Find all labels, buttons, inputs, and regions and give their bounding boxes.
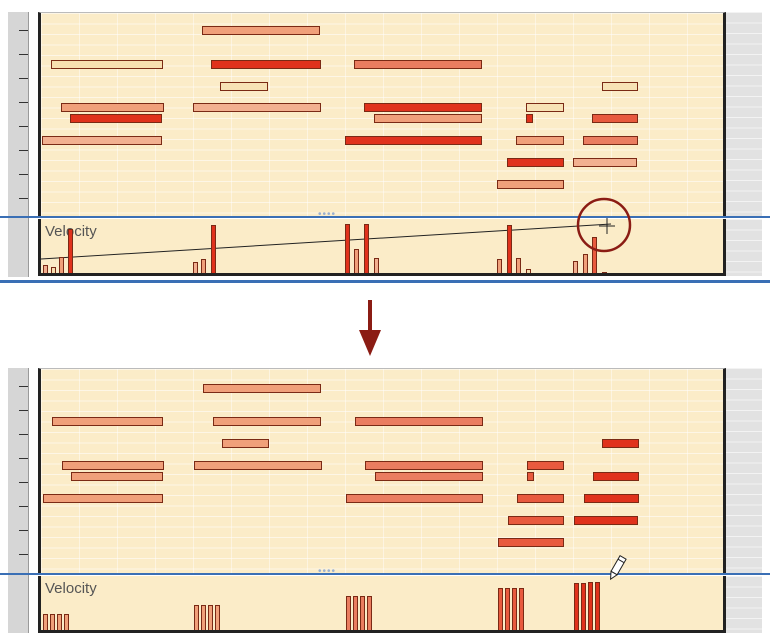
midi-note[interactable] bbox=[52, 417, 163, 426]
midi-note[interactable] bbox=[526, 114, 533, 123]
midi-note[interactable] bbox=[498, 538, 564, 547]
midi-note[interactable] bbox=[516, 136, 564, 145]
lane-ruler bbox=[8, 576, 29, 633]
velocity-bar[interactable] bbox=[354, 249, 359, 276]
velocity-bar[interactable] bbox=[208, 605, 213, 633]
midi-note[interactable] bbox=[213, 417, 321, 426]
velocity-bar[interactable] bbox=[505, 588, 510, 633]
velocity-bar[interactable] bbox=[68, 229, 73, 276]
velocity-bar[interactable] bbox=[512, 588, 517, 633]
midi-note[interactable] bbox=[193, 103, 321, 112]
midi-note[interactable] bbox=[61, 103, 164, 112]
midi-note[interactable] bbox=[346, 494, 483, 503]
midi-note[interactable] bbox=[70, 114, 162, 123]
pencil-cursor-icon bbox=[610, 555, 627, 581]
velocity-lane[interactable]: Velocity bbox=[38, 219, 726, 276]
midi-note[interactable] bbox=[527, 461, 564, 470]
velocity-bar[interactable] bbox=[588, 582, 593, 633]
midi-note[interactable] bbox=[592, 114, 638, 123]
midi-note[interactable] bbox=[345, 136, 482, 145]
midi-note[interactable] bbox=[527, 472, 534, 481]
midi-note[interactable] bbox=[517, 494, 564, 503]
velocity-bar[interactable] bbox=[360, 596, 365, 633]
velocity-bar[interactable] bbox=[507, 225, 512, 276]
midi-note[interactable] bbox=[43, 494, 163, 503]
midi-note[interactable] bbox=[194, 461, 322, 470]
midi-note[interactable] bbox=[526, 103, 564, 112]
velocity-bar[interactable] bbox=[211, 225, 216, 276]
midi-note[interactable] bbox=[507, 158, 564, 167]
lane-divider[interactable] bbox=[0, 573, 770, 575]
midi-note[interactable] bbox=[211, 60, 321, 69]
midi-note[interactable] bbox=[497, 180, 564, 189]
midi-note[interactable] bbox=[42, 136, 162, 145]
velocity-bar[interactable] bbox=[353, 596, 358, 633]
scroll-margin bbox=[726, 219, 762, 276]
velocity-lane-label: Velocity bbox=[45, 580, 97, 597]
piano-roll-before: •••• Velocity bbox=[0, 0, 770, 290]
velocity-lane[interactable]: Velocity bbox=[38, 576, 726, 633]
velocity-bar[interactable] bbox=[581, 583, 586, 633]
midi-note[interactable] bbox=[602, 82, 638, 91]
midi-note[interactable] bbox=[573, 158, 637, 167]
note-grid[interactable] bbox=[38, 12, 726, 218]
midi-note[interactable] bbox=[374, 114, 482, 123]
midi-note[interactable] bbox=[375, 472, 483, 481]
midi-note[interactable] bbox=[203, 384, 321, 393]
midi-note[interactable] bbox=[222, 439, 269, 448]
midi-note[interactable] bbox=[602, 439, 639, 448]
midi-note[interactable] bbox=[220, 82, 268, 91]
scroll-margin bbox=[726, 576, 762, 633]
lane-bottom-border bbox=[0, 280, 770, 283]
midi-note[interactable] bbox=[202, 26, 320, 35]
velocity-bar[interactable] bbox=[215, 605, 220, 633]
midi-note[interactable] bbox=[508, 516, 564, 525]
midi-note[interactable] bbox=[574, 516, 638, 525]
velocity-bar[interactable] bbox=[194, 605, 199, 633]
midi-note[interactable] bbox=[71, 472, 163, 481]
resize-handle[interactable]: •••• bbox=[318, 566, 337, 577]
keyboard-ruler[interactable] bbox=[8, 368, 29, 633]
midi-note[interactable] bbox=[355, 417, 483, 426]
midi-note[interactable] bbox=[364, 103, 482, 112]
lane-divider[interactable] bbox=[0, 216, 770, 218]
midi-note[interactable] bbox=[583, 136, 638, 145]
lane-ruler bbox=[8, 219, 29, 276]
midi-note[interactable] bbox=[365, 461, 483, 470]
piano-roll-after: •••• Velocity bbox=[0, 358, 770, 637]
velocity-bar[interactable] bbox=[498, 588, 503, 633]
velocity-bar[interactable] bbox=[367, 596, 372, 633]
crosshair-cursor-icon bbox=[576, 197, 632, 253]
scroll-margin bbox=[726, 368, 762, 573]
midi-note[interactable] bbox=[593, 472, 639, 481]
velocity-bar[interactable] bbox=[595, 582, 600, 633]
velocity-ramp-line bbox=[41, 223, 612, 260]
midi-note[interactable] bbox=[62, 461, 164, 470]
note-grid[interactable] bbox=[38, 368, 726, 574]
scroll-margin bbox=[726, 12, 762, 217]
velocity-bar[interactable] bbox=[364, 224, 369, 276]
midi-note[interactable] bbox=[584, 494, 639, 503]
velocity-bar[interactable] bbox=[345, 224, 350, 276]
arrow-down-icon bbox=[359, 300, 381, 356]
velocity-bar[interactable] bbox=[201, 605, 206, 633]
midi-note[interactable] bbox=[354, 60, 482, 69]
midi-note[interactable] bbox=[51, 60, 163, 69]
resize-handle[interactable]: •••• bbox=[318, 209, 337, 220]
velocity-bar[interactable] bbox=[519, 588, 524, 633]
velocity-bar[interactable] bbox=[574, 583, 579, 633]
velocity-bar[interactable] bbox=[346, 596, 351, 633]
